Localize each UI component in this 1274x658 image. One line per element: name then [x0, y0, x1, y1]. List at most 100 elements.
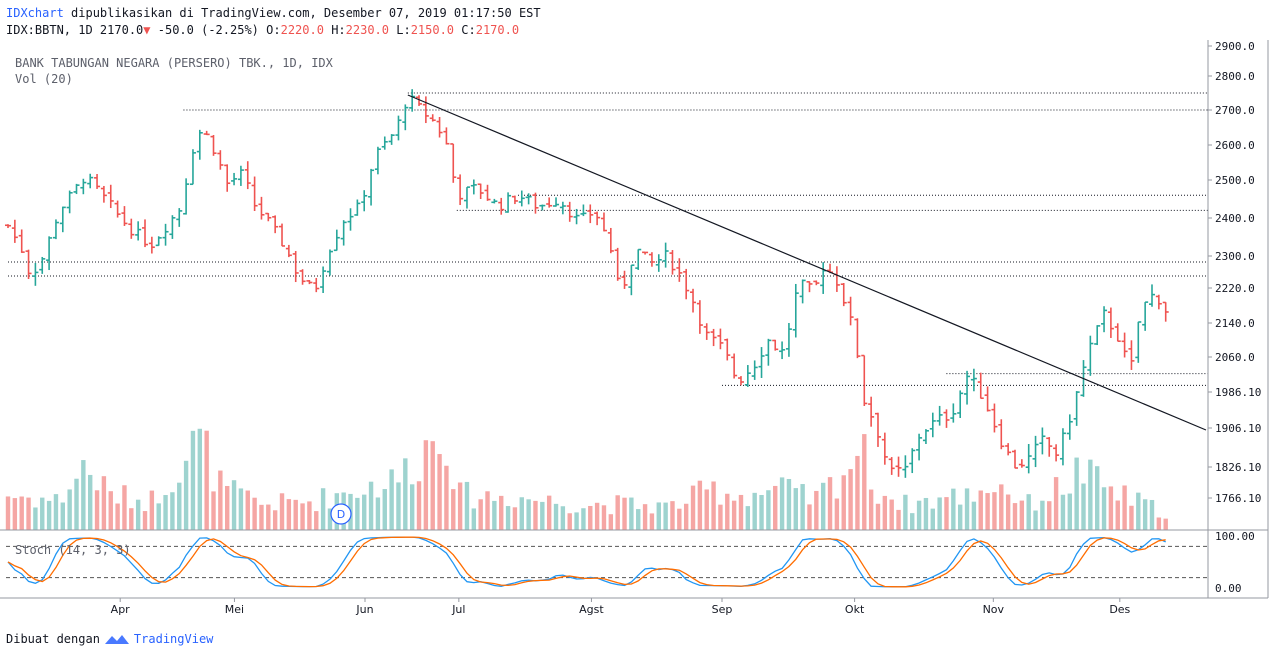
volume-bar	[1149, 499, 1155, 530]
volume-bar	[266, 504, 271, 530]
time-tick-label: Agst	[579, 603, 604, 616]
ohlc-bar	[189, 149, 196, 186]
ohlc-bar	[874, 412, 881, 447]
ohlc-bar	[669, 250, 676, 275]
series-title[interactable]: BANK TABUNGAN NEGARA (PERSERO) TBK., 1D,…	[15, 56, 333, 70]
ohlc-bar	[416, 95, 423, 106]
volume-bar	[26, 497, 31, 530]
ohlc-bar	[648, 252, 655, 267]
volume-bar	[923, 497, 929, 530]
price-tick-label: 1906.10	[1215, 422, 1261, 435]
volume-bar	[992, 492, 997, 530]
trendline-segment[interactable]	[407, 94, 1207, 431]
trendline[interactable]	[407, 94, 1207, 431]
ohlc-bar	[1046, 437, 1053, 457]
volume-legend[interactable]: Vol (20)	[15, 72, 73, 86]
volume-bar	[163, 495, 168, 530]
volume-bar	[574, 512, 579, 530]
volume-bar	[505, 506, 511, 530]
ohlc-bar	[148, 236, 155, 254]
ohlc-bar	[1032, 435, 1039, 468]
tradingview-link[interactable]: TradingView	[133, 632, 214, 646]
ohlc-bar	[621, 270, 628, 289]
volume-bar	[204, 430, 209, 530]
ohlc-bar	[457, 174, 464, 206]
volume-bar	[957, 504, 963, 530]
ohlc-bar	[135, 221, 142, 241]
ohlc-bar	[628, 264, 635, 296]
volume-bar	[759, 494, 764, 530]
volume-bar	[1067, 493, 1072, 530]
volume-bar	[725, 493, 730, 530]
ohlc-bar	[285, 244, 292, 258]
dividend-marker[interactable]: D	[330, 503, 352, 525]
volume-bar	[485, 491, 490, 530]
stoch-legend[interactable]: Stoch (14, 3, 3)	[15, 543, 131, 557]
volume-bar	[471, 508, 477, 530]
down-arrow-icon: ▼	[143, 23, 151, 37]
ohlc-bar	[532, 192, 539, 214]
volume-bar	[1115, 500, 1120, 530]
ohlc-bar	[251, 176, 258, 212]
volume-bar	[820, 482, 826, 530]
volume-bar	[1060, 494, 1066, 530]
ohlc-bar	[998, 419, 1005, 450]
ohlc-bar	[210, 135, 217, 156]
ohlc-bar	[340, 220, 347, 246]
ohlc-bar	[1107, 307, 1114, 338]
price-tick-label: 2140.0	[1215, 317, 1255, 330]
ohlc-bar	[279, 223, 286, 247]
volume-bar	[875, 503, 881, 530]
high-value: 2230.0	[345, 23, 389, 37]
ohlc-bar	[881, 432, 888, 465]
ohlc-bar	[703, 323, 710, 340]
stoch-pane	[6, 536, 1208, 588]
volume-bar	[492, 500, 497, 530]
volume-bar	[944, 497, 949, 530]
stoch-tick-label: 0.00	[1215, 582, 1242, 595]
volume-bar	[1026, 494, 1031, 530]
ohlc-bar	[1025, 443, 1032, 474]
brand-link[interactable]: IDXchart	[6, 6, 64, 20]
ohlc-bar	[820, 262, 827, 294]
ohlc-bar	[895, 456, 902, 477]
volume-bar	[1081, 483, 1086, 530]
volume-bar	[252, 497, 257, 530]
volume-bar	[622, 497, 627, 530]
volume-bar	[690, 485, 696, 530]
volume-bar	[1033, 510, 1038, 530]
volume-bar	[60, 502, 66, 530]
volume-bar	[964, 488, 970, 530]
ohlc-bar	[46, 236, 53, 271]
ohlc-bar	[326, 249, 333, 276]
dividend-marker-circle[interactable]	[330, 503, 352, 525]
ohlc-bar	[395, 115, 402, 141]
volume-bar	[971, 501, 977, 530]
volume-bar	[615, 495, 620, 530]
ohlc-bar	[196, 129, 203, 160]
volume-bar	[245, 490, 250, 530]
ohlc-bar	[957, 390, 964, 419]
ohlc-bar	[142, 219, 149, 248]
ohlc-bar	[922, 429, 929, 445]
volume-bar	[649, 513, 655, 530]
symbol-line: IDX:BBTN, 1D 2170.0	[6, 23, 144, 37]
ohlc-bar	[1148, 284, 1155, 307]
ohlc-bar	[94, 174, 101, 189]
ohlc-bar	[299, 269, 306, 285]
ohlc-bar	[169, 215, 176, 239]
volume-bar	[33, 507, 38, 530]
volume-bar	[403, 458, 408, 530]
ohlc-bar	[217, 150, 224, 170]
ohlc-bar	[292, 251, 299, 283]
ohlc-bar	[861, 354, 868, 407]
ohlc-bar	[964, 370, 971, 405]
ohlc-bar	[943, 409, 950, 428]
ohlc-bar	[744, 365, 751, 387]
volume-bar	[423, 440, 429, 530]
ohlc-bar	[573, 208, 580, 225]
volume-bar	[389, 469, 394, 530]
volume-bar	[88, 474, 93, 530]
ohlc-bar	[463, 186, 470, 209]
